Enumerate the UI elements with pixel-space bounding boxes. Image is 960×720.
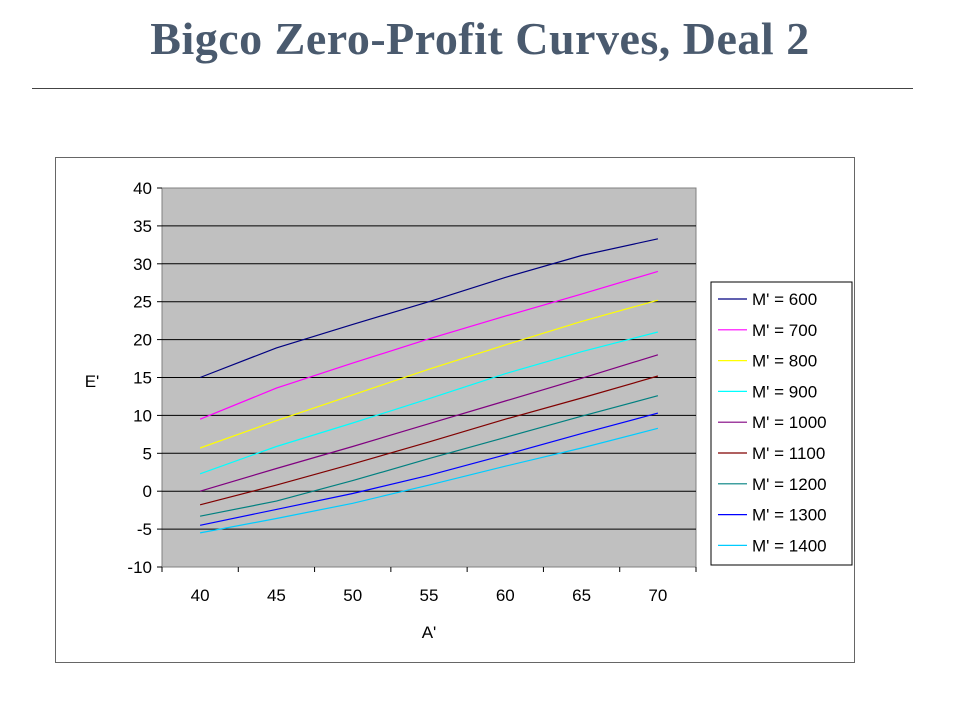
slide-title: Bigco Zero-Profit Curves, Deal 2 <box>150 13 810 64</box>
series-line-1 <box>199 270 659 420</box>
x-axis-label: A' <box>422 623 437 642</box>
series-line-5 <box>199 375 659 506</box>
chart-area: -10 -5 0 5 10 15 20 25 30 35 40 40 45 50 55 60 65 70 E' … <box>55 157 855 663</box>
x-tick-label: 50 <box>343 586 362 605</box>
series-line-4 <box>199 354 659 492</box>
legend-entry: M' = 1300 <box>752 506 827 525</box>
y-tick-label: -10 <box>127 558 152 577</box>
x-tick-label: 70 <box>648 586 667 605</box>
y-tick-label: 15 <box>133 369 152 388</box>
series-line-7 <box>199 412 659 526</box>
y-axis-label: E' <box>85 372 100 391</box>
x-tick-label: 55 <box>420 586 439 605</box>
x-axis-ticks: 40 45 50 55 60 65 70 <box>191 586 668 605</box>
x-tick-label: 65 <box>572 586 591 605</box>
x-tick-marks <box>161 567 697 572</box>
y-tick-label: 10 <box>133 406 152 425</box>
series-lines <box>199 238 659 534</box>
legend-entry: M' = 900 <box>752 382 817 401</box>
y-tick-label: 0 <box>143 482 152 501</box>
legend-entry: M' = 700 <box>752 321 817 340</box>
legend-entry: M' = 1000 <box>752 413 827 432</box>
y-tick-label: 35 <box>133 217 152 236</box>
y-tick-label: 30 <box>133 255 152 274</box>
legend-entry: M' = 1200 <box>752 475 827 494</box>
y-tick-label: 5 <box>143 444 152 463</box>
legend: M' = 600 M' = 700 M' = 800 M' = 900 M' = 100… <box>710 281 853 566</box>
legend-entry: M' = 600 <box>752 290 817 309</box>
y-axis-ticks: -10 -5 0 5 10 15 20 25 30 35 40 <box>127 179 162 577</box>
x-tick-label: 45 <box>267 586 286 605</box>
series-line-0 <box>199 238 659 379</box>
title-divider <box>32 88 913 89</box>
x-tick-label: 40 <box>191 586 210 605</box>
legend-entry: M' = 1400 <box>752 536 827 555</box>
legend-entry: M' = 1100 <box>752 444 825 463</box>
y-tick-label: 20 <box>133 331 152 350</box>
legend-entry: M' = 800 <box>752 352 817 371</box>
y-tick-label: 25 <box>133 293 152 312</box>
series-line-3 <box>199 331 659 475</box>
y-tick-label: -5 <box>137 520 152 539</box>
x-tick-label: 60 <box>496 586 515 605</box>
legend-box <box>710 281 853 566</box>
series-line-2 <box>199 299 659 449</box>
series-line-6 <box>199 395 659 517</box>
series-line-8 <box>199 427 659 534</box>
y-tick-label: 40 <box>133 179 152 198</box>
